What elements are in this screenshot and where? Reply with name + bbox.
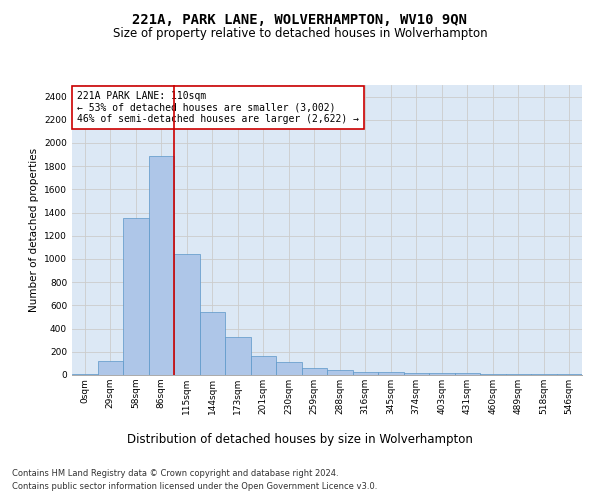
Bar <box>149 156 174 375</box>
Bar <box>225 336 251 375</box>
Text: Distribution of detached houses by size in Wolverhampton: Distribution of detached houses by size … <box>127 432 473 446</box>
Bar <box>429 374 455 375</box>
Bar <box>480 374 505 375</box>
Bar <box>557 374 582 375</box>
Bar <box>174 254 199 375</box>
Bar <box>505 374 531 375</box>
Y-axis label: Number of detached properties: Number of detached properties <box>29 148 38 312</box>
Bar <box>251 356 276 375</box>
Bar <box>276 362 302 375</box>
Bar <box>353 372 378 375</box>
Bar <box>531 374 557 375</box>
Bar <box>123 218 149 375</box>
Text: 221A, PARK LANE, WOLVERHAMPTON, WV10 9QN: 221A, PARK LANE, WOLVERHAMPTON, WV10 9QN <box>133 12 467 26</box>
Bar <box>404 372 429 375</box>
Text: Size of property relative to detached houses in Wolverhampton: Size of property relative to detached ho… <box>113 28 487 40</box>
Bar <box>455 372 480 375</box>
Bar <box>302 368 327 375</box>
Bar <box>378 372 404 375</box>
Bar <box>97 361 123 375</box>
Text: Contains public sector information licensed under the Open Government Licence v3: Contains public sector information licen… <box>12 482 377 491</box>
Bar <box>327 370 353 375</box>
Bar <box>199 312 225 375</box>
Text: 221A PARK LANE: 110sqm
← 53% of detached houses are smaller (3,002)
46% of semi-: 221A PARK LANE: 110sqm ← 53% of detached… <box>77 91 359 124</box>
Text: Contains HM Land Registry data © Crown copyright and database right 2024.: Contains HM Land Registry data © Crown c… <box>12 468 338 477</box>
Bar <box>72 374 97 375</box>
